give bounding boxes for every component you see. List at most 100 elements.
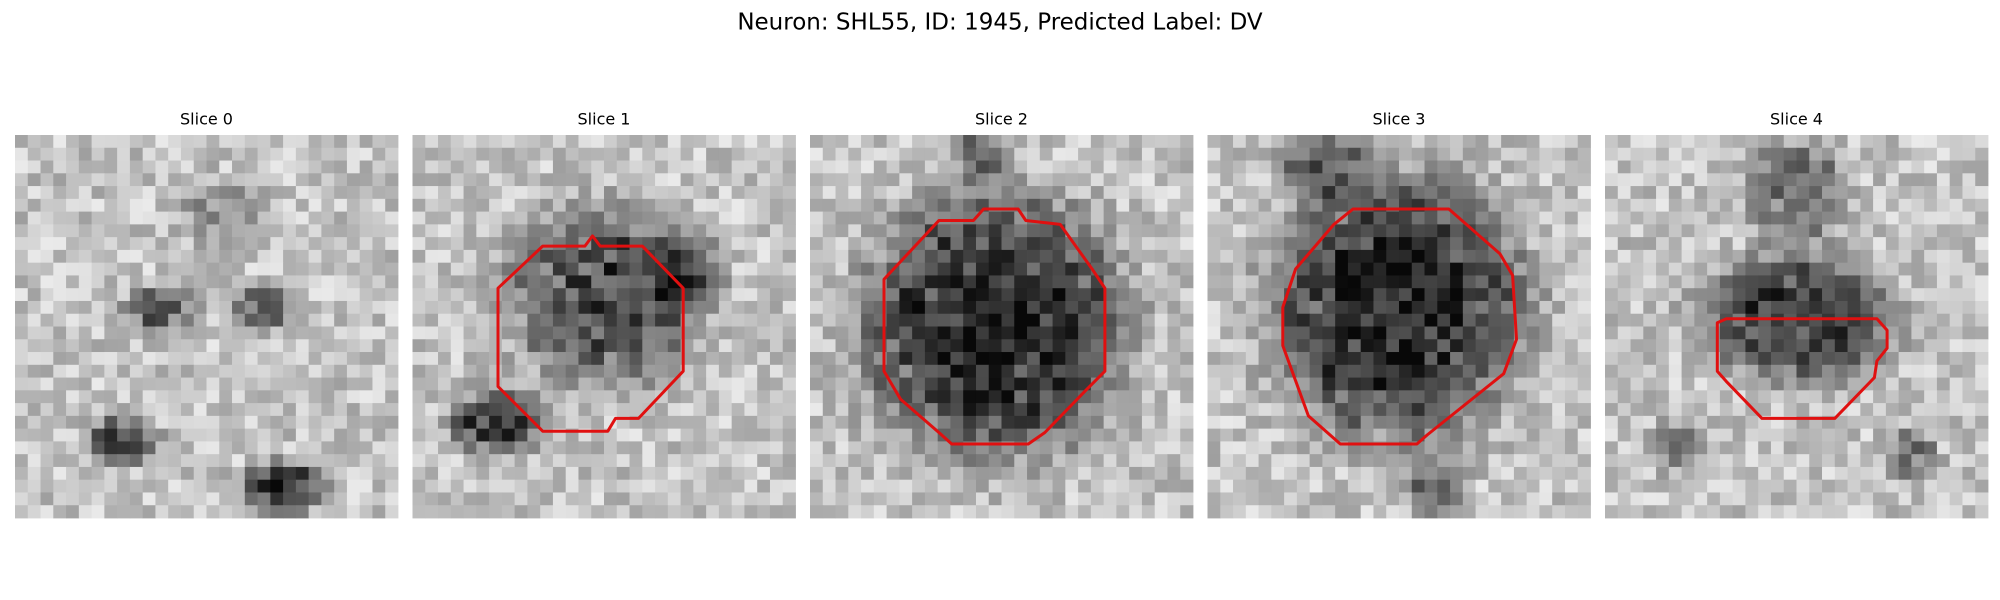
pixel <box>206 441 220 455</box>
pixel <box>1501 390 1515 404</box>
pixel <box>1694 313 1708 327</box>
pixel <box>1975 198 1989 212</box>
pixel <box>616 428 630 442</box>
pixel <box>527 441 541 455</box>
pixel <box>66 377 80 391</box>
pixel <box>604 479 618 493</box>
pixel <box>104 364 118 378</box>
pixel <box>1707 428 1721 442</box>
pixel <box>1694 173 1708 187</box>
pixel <box>501 339 516 353</box>
pixel <box>604 288 618 302</box>
pixel <box>1052 428 1066 442</box>
pixel <box>1488 403 1502 417</box>
pixel <box>1552 147 1566 161</box>
pixel <box>642 492 656 506</box>
pixel <box>1245 479 1259 493</box>
pixel <box>180 160 195 174</box>
pixel <box>308 505 322 519</box>
pixel <box>450 441 464 455</box>
pixel <box>1462 466 1476 481</box>
pixel <box>1513 428 1528 442</box>
pixel <box>950 403 964 417</box>
pixel <box>1707 403 1721 417</box>
pixel <box>1450 160 1464 174</box>
pixel <box>257 313 271 327</box>
pixel <box>1577 249 1591 264</box>
pixel <box>412 352 426 366</box>
pixel <box>1245 262 1259 276</box>
pixel <box>782 313 796 327</box>
pixel <box>1322 479 1336 493</box>
pixel <box>1386 313 1400 327</box>
pixel <box>1975 403 1989 417</box>
pixel <box>1796 505 1810 519</box>
pixel <box>591 147 605 161</box>
pixel <box>257 288 271 302</box>
pixel <box>1936 275 1951 289</box>
pixel <box>53 492 67 506</box>
pixel <box>1373 479 1387 493</box>
pixel <box>1207 262 1221 276</box>
pixel <box>1949 466 1963 481</box>
pixel <box>1078 454 1092 468</box>
pixel <box>463 454 477 468</box>
pixel <box>1258 479 1272 493</box>
pixel <box>591 505 605 519</box>
pixel <box>552 364 567 378</box>
pixel <box>321 441 335 455</box>
pixel <box>1539 275 1553 289</box>
pixel <box>142 160 156 174</box>
pixel <box>1962 288 1976 302</box>
pixel <box>53 211 67 225</box>
pixel <box>1681 147 1695 161</box>
pixel <box>270 339 284 353</box>
pixel <box>693 454 707 468</box>
pixel <box>1860 428 1874 442</box>
pixel <box>40 224 54 238</box>
pixel <box>91 492 105 506</box>
pixel <box>1245 377 1259 391</box>
pixel <box>1732 428 1746 442</box>
pixel <box>1335 403 1349 417</box>
pixel <box>1745 454 1759 468</box>
pixel <box>1643 173 1657 187</box>
pixel <box>129 313 144 327</box>
pixel <box>1284 441 1298 455</box>
pixel <box>1501 415 1515 430</box>
pixel <box>527 211 541 225</box>
pixel <box>155 173 169 187</box>
pixel <box>1552 428 1566 442</box>
pixel <box>706 224 720 238</box>
pixel <box>104 466 118 481</box>
pixel <box>731 403 745 417</box>
pixel <box>731 390 745 404</box>
pixel <box>1065 505 1079 519</box>
pixel <box>1924 160 1938 174</box>
pixel <box>1220 186 1234 200</box>
pixel <box>899 173 913 187</box>
slice-image <box>1207 135 1591 519</box>
pixel <box>129 428 144 442</box>
pixel <box>963 135 977 149</box>
pixel <box>476 135 490 149</box>
pixel <box>565 492 579 506</box>
pixel <box>1411 300 1425 315</box>
pixel <box>1526 492 1540 506</box>
pixel <box>1577 237 1591 251</box>
pixel <box>1386 186 1400 200</box>
pixel <box>1180 198 1194 212</box>
pixel <box>1258 339 1272 353</box>
pixel <box>40 326 54 340</box>
pixel <box>270 326 284 340</box>
pixel <box>180 237 195 251</box>
pixel <box>1180 326 1194 340</box>
pixel <box>1860 339 1874 353</box>
pixel <box>1065 135 1079 149</box>
pixel <box>1975 135 1989 149</box>
pixel <box>1373 313 1387 327</box>
pixel <box>1924 275 1938 289</box>
pixel <box>886 441 900 455</box>
pixel <box>1090 415 1105 430</box>
pixel <box>129 211 144 225</box>
